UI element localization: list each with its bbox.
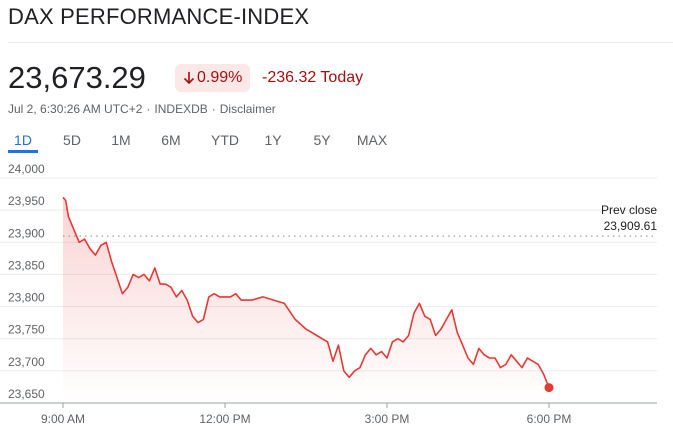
series-area xyxy=(63,197,549,403)
title-divider xyxy=(8,42,673,43)
tab-1m[interactable]: 1M xyxy=(111,132,131,148)
tab-ytd[interactable]: YTD xyxy=(211,132,239,148)
tab-5y[interactable]: 5Y xyxy=(313,132,331,148)
y-tick-label: 23,700 xyxy=(8,355,45,369)
quote-meta: Jul 2, 6:30:26 AM UTC+2 · INDEXDB · Disc… xyxy=(8,102,276,116)
x-tick-label: 3:00 PM xyxy=(365,412,410,426)
arrow-down-icon xyxy=(183,72,195,85)
tab-1d[interactable]: 1D xyxy=(8,130,38,153)
y-tick-label: 23,800 xyxy=(8,291,45,305)
last-point-marker xyxy=(544,383,554,393)
price-chart[interactable]: 24,000 23,950 23,900 23,850 23,800 23,750 23,7… xyxy=(0,160,673,436)
meta-separator: · xyxy=(211,102,216,116)
change-percent-badge: 0.99% xyxy=(175,64,251,92)
y-tick-label: 23,750 xyxy=(8,323,45,337)
x-tick-label: 12:00 PM xyxy=(199,412,250,426)
meta-separator: · xyxy=(146,102,151,116)
tab-1y[interactable]: 1Y xyxy=(264,132,282,148)
change-percent: 0.99% xyxy=(197,69,243,86)
prev-close-label: Prev close xyxy=(601,203,657,217)
disclaimer-link[interactable]: Disclaimer xyxy=(219,102,276,116)
x-tick-label: 9:00 AM xyxy=(41,412,85,426)
x-tick-label: 6:00 PM xyxy=(527,412,572,426)
y-tick-label: 23,650 xyxy=(8,387,45,401)
y-tick-label: 24,000 xyxy=(8,162,45,176)
y-tick-label: 23,900 xyxy=(8,226,45,240)
y-tick-label: 23,850 xyxy=(8,258,45,272)
index-title: DAX PERFORMANCE-INDEX xyxy=(8,4,310,29)
prev-close-value: 23,909.61 xyxy=(604,219,658,233)
tab-6m[interactable]: 6M xyxy=(161,132,181,148)
y-tick-label: 23,950 xyxy=(8,194,45,208)
change-today: -236.32 Today xyxy=(262,69,364,86)
range-tabs: 1D 5D 1M 6M YTD 1Y 5Y MAX xyxy=(8,130,390,153)
series-line xyxy=(62,196,550,388)
current-price: 23,673.29 xyxy=(8,60,146,95)
quote-exchange: INDEXDB xyxy=(154,102,208,116)
tab-max[interactable]: MAX xyxy=(356,132,388,148)
quote-timestamp: Jul 2, 6:30:26 AM UTC+2 xyxy=(8,102,143,116)
tab-5d[interactable]: 5D xyxy=(63,132,81,148)
